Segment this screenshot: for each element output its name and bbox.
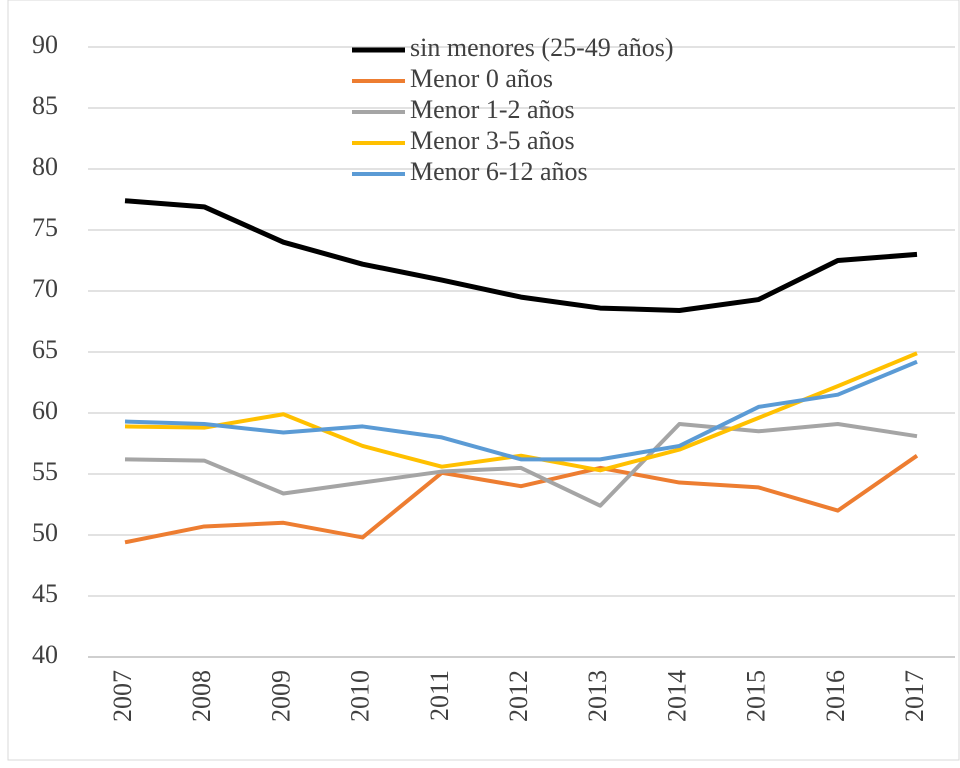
x-tick-label: 2015 <box>742 670 771 722</box>
legend-label: Menor 0 años <box>410 64 553 93</box>
series-line <box>124 421 918 508</box>
legend-label: Menor 6-12 años <box>410 157 588 186</box>
y-tick-label: 60 <box>32 396 58 425</box>
y-tick-label: 50 <box>32 518 58 547</box>
x-tick-label: 2009 <box>266 670 295 722</box>
y-tick-label: 45 <box>32 579 58 608</box>
y-tick-label: 40 <box>32 640 58 669</box>
series-line <box>124 454 919 545</box>
y-tick-label: 90 <box>32 30 58 59</box>
x-tick-label: 2014 <box>662 670 691 722</box>
x-tick-label: 2012 <box>504 670 533 722</box>
y-tick-label: 65 <box>32 335 58 364</box>
x-tick-label: 2008 <box>187 670 216 722</box>
x-tick-label: 2016 <box>821 670 850 722</box>
x-tick-label: 2010 <box>346 670 375 722</box>
y-tick-label: 85 <box>32 91 58 120</box>
chart-border <box>7 0 960 761</box>
series-line <box>124 198 918 314</box>
legend-label: Menor 1-2 años <box>410 95 575 124</box>
y-tick-label: 75 <box>32 213 58 242</box>
x-tick-label: 2013 <box>583 670 612 722</box>
x-tick-label: 2011 <box>425 670 454 721</box>
x-tick-label: 2007 <box>108 670 137 722</box>
y-tick-label: 55 <box>32 457 58 486</box>
y-tick-label: 80 <box>32 152 58 181</box>
y-tick-label: 70 <box>32 274 58 303</box>
legend-label: sin menores (25-49 años) <box>410 33 674 62</box>
series-line <box>124 359 918 462</box>
legend-label: Menor 3-5 años <box>410 126 575 155</box>
x-tick-label: 2017 <box>900 670 929 722</box>
series-line <box>124 351 918 473</box>
